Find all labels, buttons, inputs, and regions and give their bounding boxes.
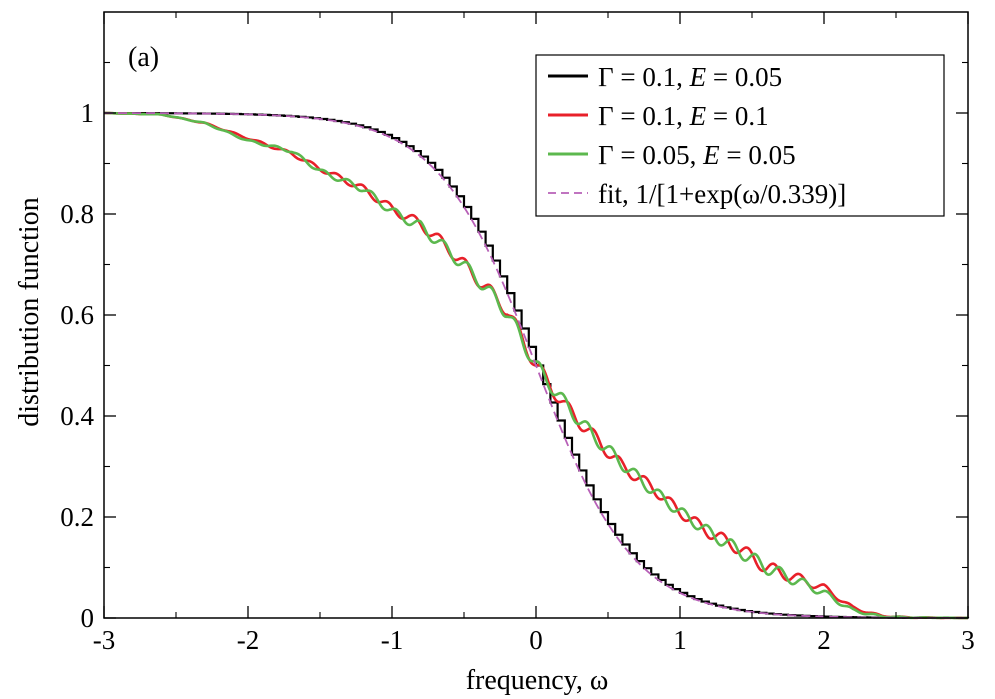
x-tick-label: 2: [817, 625, 831, 655]
x-tick-label: -3: [93, 625, 116, 655]
y-tick-label: 0.4: [60, 401, 94, 431]
x-tick-label: -2: [237, 625, 260, 655]
series-line-green: [104, 111, 969, 620]
legend-label: Γ = 0.1, E = 0.05: [598, 62, 782, 92]
legend-label: fit, 1/[1+exp(ω/0.339)]: [598, 179, 846, 209]
x-tick-label: 0: [529, 625, 543, 655]
y-tick-label: 0.6: [60, 300, 94, 330]
y-tick-label: 0.2: [60, 502, 94, 532]
x-axis-label: frequency, ω: [466, 665, 609, 696]
ticks-layer: -3 -2 -1 0 1 2 3 0 0.2 0.4 0.6 0.8 1: [60, 12, 975, 655]
y-tick-label: 0.8: [60, 199, 94, 229]
legend-box: [535, 54, 945, 217]
y-axis-label: distribution function: [14, 197, 45, 426]
legend: Γ = 0.1, E = 0.05 Γ = 0.1, E = 0.1 Γ = 0.0…: [535, 54, 945, 217]
legend-label: Γ = 0.1, E = 0.1: [598, 101, 769, 131]
y-tick-label: 0: [81, 603, 95, 633]
y-tick-label: 1: [81, 98, 95, 128]
panel-label: (a): [128, 42, 159, 73]
legend-label: Γ = 0.05, E = 0.05: [598, 140, 796, 170]
x-tick-label: 3: [961, 625, 975, 655]
x-tick-label: -1: [381, 625, 404, 655]
x-tick-label: 1: [673, 625, 687, 655]
